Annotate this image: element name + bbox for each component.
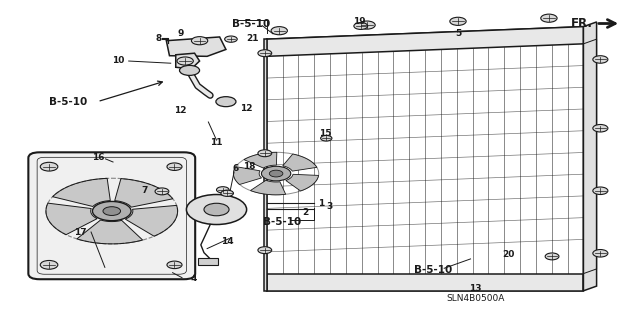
Circle shape [204, 203, 229, 216]
Polygon shape [267, 274, 584, 291]
Circle shape [321, 136, 332, 141]
Text: 3: 3 [326, 202, 333, 211]
Text: 13: 13 [469, 284, 482, 293]
Text: 12: 12 [240, 104, 252, 113]
Polygon shape [125, 205, 178, 236]
Text: 8: 8 [155, 34, 161, 43]
Circle shape [186, 195, 246, 225]
Text: B-5-10: B-5-10 [263, 217, 301, 227]
Polygon shape [267, 27, 584, 56]
Polygon shape [584, 22, 596, 291]
Circle shape [216, 97, 236, 107]
Text: 2: 2 [302, 208, 308, 217]
Circle shape [258, 247, 272, 254]
Text: B-5-10: B-5-10 [232, 19, 270, 28]
Text: 18: 18 [243, 162, 256, 171]
Polygon shape [264, 39, 267, 291]
FancyBboxPatch shape [28, 152, 195, 279]
Circle shape [593, 124, 608, 132]
Text: 1: 1 [318, 199, 324, 208]
Circle shape [40, 261, 58, 269]
Text: SLN4B0500A: SLN4B0500A [446, 294, 505, 303]
Text: 17: 17 [74, 227, 87, 236]
Circle shape [191, 37, 208, 45]
Circle shape [261, 166, 291, 181]
Polygon shape [286, 174, 319, 191]
Circle shape [271, 27, 287, 35]
Text: 6: 6 [232, 164, 239, 174]
Circle shape [155, 188, 169, 195]
Polygon shape [176, 53, 200, 69]
Text: FR.: FR. [571, 17, 593, 30]
Text: 11: 11 [211, 138, 223, 147]
Circle shape [359, 21, 375, 29]
Text: 10: 10 [112, 56, 124, 65]
Text: 9: 9 [177, 29, 184, 38]
Polygon shape [46, 203, 97, 235]
Circle shape [167, 163, 182, 170]
Text: 5: 5 [455, 29, 461, 38]
Polygon shape [166, 37, 226, 56]
Polygon shape [250, 180, 285, 195]
Polygon shape [234, 167, 262, 184]
FancyBboxPatch shape [198, 258, 218, 265]
Circle shape [258, 150, 272, 157]
Circle shape [593, 187, 608, 195]
Text: 19: 19 [353, 17, 366, 26]
Polygon shape [52, 178, 110, 206]
Polygon shape [115, 179, 173, 207]
Circle shape [225, 36, 237, 42]
Circle shape [269, 170, 283, 177]
Circle shape [216, 187, 229, 193]
Text: 4: 4 [190, 274, 196, 283]
Text: 20: 20 [502, 250, 515, 259]
Circle shape [167, 261, 182, 269]
Text: 16: 16 [92, 153, 105, 162]
Circle shape [354, 23, 367, 29]
Text: B-5-10: B-5-10 [49, 97, 87, 107]
Circle shape [177, 57, 193, 65]
Polygon shape [283, 154, 317, 171]
Text: 21: 21 [246, 34, 259, 43]
Circle shape [221, 190, 234, 197]
Circle shape [450, 17, 466, 26]
Circle shape [179, 65, 200, 75]
Circle shape [103, 207, 120, 215]
Text: 14: 14 [221, 237, 234, 246]
Circle shape [40, 162, 58, 171]
Text: B-5-10: B-5-10 [414, 265, 452, 276]
Circle shape [258, 50, 272, 57]
Circle shape [545, 253, 559, 260]
Polygon shape [244, 152, 277, 168]
Polygon shape [77, 220, 143, 244]
Text: 12: 12 [175, 106, 187, 115]
Text: 7: 7 [141, 186, 148, 195]
Circle shape [541, 14, 557, 22]
Circle shape [92, 202, 131, 221]
Circle shape [593, 249, 608, 257]
Text: 15: 15 [319, 130, 332, 138]
Circle shape [593, 56, 608, 63]
